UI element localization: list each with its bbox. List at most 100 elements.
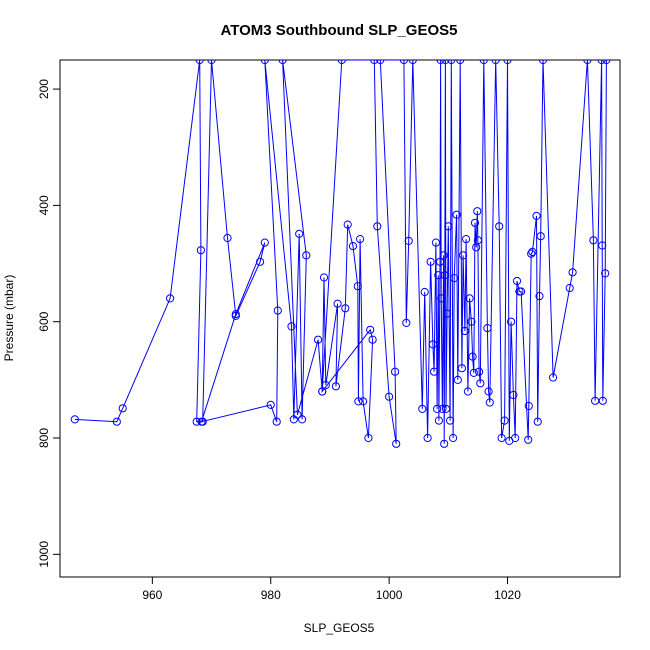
data-point [495,222,504,231]
data-point [207,60,216,65]
data-point [503,60,512,65]
data-point [295,229,304,238]
data-point [70,415,79,424]
x-tick-label: 960 [142,588,162,602]
data-point [479,60,488,65]
y-axis: 200 400 600 800 1000 [37,79,60,568]
data-point [507,317,516,326]
data-point [391,367,400,376]
data-point [404,236,413,245]
data-point [436,60,445,65]
data-point [497,433,506,443]
data-point [533,417,542,426]
data-point [475,367,484,376]
series-line [74,60,607,444]
data-point [428,340,437,349]
data-point [509,390,518,400]
data-point [447,60,456,65]
data-point [318,387,327,396]
data-point [532,211,541,220]
data-point [319,273,329,282]
data-point [468,352,477,361]
data-point [500,416,509,425]
data-point [408,60,417,65]
data-point [356,235,365,244]
data-point [273,306,282,315]
data-point [449,433,458,443]
chart-title: ATOM3 Southbound SLP_GEOS5 [221,22,458,39]
data-point [287,322,296,331]
data-point [460,326,469,336]
data-point [423,433,432,443]
data-point [353,282,362,291]
data-point [439,251,448,260]
data-point [266,400,275,409]
y-tick-label: 800 [37,428,51,448]
data-point [293,410,302,419]
data-point [370,60,379,65]
data-point [465,294,474,303]
data-point [463,387,472,396]
data-point [364,433,373,443]
data-point [260,238,269,247]
data-point [476,379,485,388]
data-point [536,232,545,241]
data-point [431,238,440,247]
y-tick-label: 200 [37,79,51,99]
data-point [359,397,368,406]
data-point [512,276,522,286]
data-point [469,368,478,377]
data-point [348,242,358,251]
data-point [527,249,536,258]
data-point [565,283,574,293]
data-point [272,417,281,426]
data-point [434,416,443,425]
y-axis-label: Pressure (mbar) [2,275,16,362]
data-point [440,439,449,448]
data-point [197,417,206,426]
data-point [392,439,401,448]
data-point [457,364,466,373]
data-point [430,367,439,376]
data-point [426,257,435,266]
data-point [538,60,548,65]
data-point [528,247,537,256]
x-tick-label: 1000 [376,588,403,602]
data-point [373,222,382,231]
x-tick-label: 1020 [494,588,521,602]
data-point [166,294,175,303]
x-axis-label: SLP_GEOS5 [304,621,375,635]
data-point [314,335,323,344]
data-point [376,60,385,65]
data-point [443,309,452,318]
data-point [524,401,533,411]
data-point [333,299,342,308]
data-point [602,60,611,65]
data-point [366,325,375,334]
data-point [337,60,346,65]
data-point [399,60,408,65]
x-tick-label: 980 [261,588,281,602]
data-point [260,60,269,65]
data-point [589,236,598,245]
data-point [440,271,449,280]
data-point [598,241,607,250]
data-point [368,335,377,344]
data-point [341,304,350,313]
data-point [450,274,459,283]
data-point [256,257,265,266]
data-point [470,218,480,227]
y-tick-label: 400 [37,195,51,215]
data-point [385,392,394,401]
data-point [112,417,121,426]
data-point [456,60,465,65]
data-point [435,257,445,266]
data-point [418,404,427,413]
data-point [473,236,482,245]
y-tick-label: 1000 [37,541,51,568]
data-point [453,375,462,384]
data-point [196,246,205,255]
data-point [583,60,592,65]
data-point [302,251,311,260]
